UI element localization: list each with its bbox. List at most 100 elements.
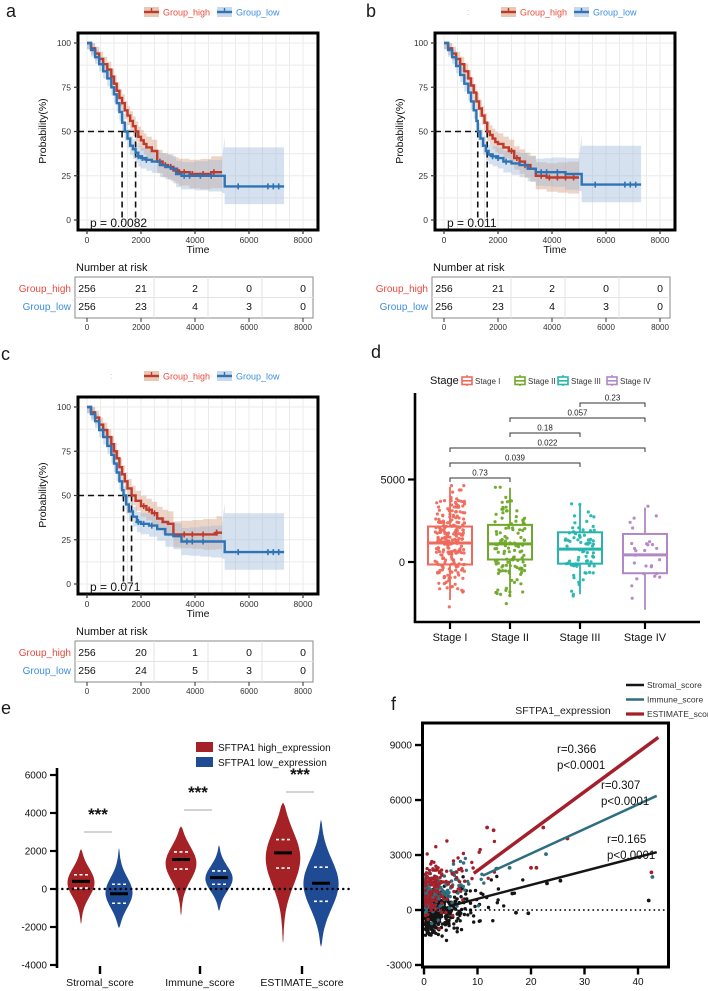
- km-pvalue-c: p = 0.071: [90, 580, 141, 594]
- svg-text:4: 4: [549, 301, 555, 313]
- svg-text::: :: [110, 371, 113, 381]
- svg-text:Stage I: Stage I: [433, 632, 468, 644]
- svg-text:SFTPA1 high_expression: SFTPA1 high_expression: [218, 743, 331, 754]
- svg-text:Group_low: Group_low: [236, 372, 280, 382]
- svg-text:Probability(%): Probability(%): [37, 462, 49, 527]
- svg-text:0: 0: [423, 215, 428, 225]
- svg-text:0: 0: [421, 977, 427, 988]
- svg-text:0: 0: [300, 647, 306, 659]
- svg-text:0: 0: [406, 906, 412, 917]
- svg-text:6000: 6000: [597, 323, 615, 332]
- svg-text:1: 1: [192, 647, 198, 659]
- box-panel-d: Stage Stage I Stage II Stage III Stage IV 0 50…: [381, 375, 700, 644]
- scatter-title: SFTPA1_expression: [515, 705, 611, 717]
- svg-text:-4000: -4000: [21, 961, 47, 972]
- svg-text:0: 0: [246, 647, 252, 659]
- svg-text:0.18: 0.18: [537, 424, 553, 433]
- svg-text:0: 0: [442, 235, 447, 245]
- svg-text:6000: 6000: [240, 235, 259, 245]
- svg-text:Stromal_score: Stromal_score: [647, 680, 702, 690]
- svg-text:ESTIMATE_score: ESTIMATE_score: [260, 977, 343, 989]
- svg-text:0.039: 0.039: [505, 454, 526, 463]
- svg-text:4000: 4000: [543, 235, 562, 245]
- km-pvalue-a: p = 0.0082: [90, 216, 147, 230]
- svg-text:23: 23: [492, 301, 504, 313]
- svg-text:0: 0: [66, 579, 71, 589]
- svg-text:3000: 3000: [390, 851, 413, 862]
- svg-text:0: 0: [300, 301, 306, 313]
- svg-text:256: 256: [435, 283, 453, 295]
- svg-text:Stage II: Stage II: [491, 632, 529, 644]
- svg-text:10: 10: [472, 977, 484, 988]
- svg-text:-2000: -2000: [21, 923, 47, 934]
- svg-text:Probability(%): Probability(%): [37, 98, 49, 163]
- km-pvalue-b: p = 0.011: [447, 216, 497, 230]
- svg-text:75: 75: [62, 446, 72, 456]
- svg-text:p<0.0001: p<0.0001: [601, 796, 649, 808]
- scatter-panel-f: SFTPA1_expression Stromal_score Immune_sco…: [386, 680, 708, 988]
- svg-text:256: 256: [78, 283, 96, 295]
- svg-text:Immune_score: Immune_score: [165, 977, 235, 989]
- svg-text:6000: 6000: [240, 323, 258, 332]
- svg-text:5000: 5000: [381, 475, 405, 487]
- svg-text:2: 2: [549, 283, 555, 295]
- svg-text:0: 0: [442, 323, 447, 332]
- svg-text:75: 75: [62, 82, 72, 92]
- svg-text:Group_high: Group_high: [19, 284, 71, 295]
- svg-text:20: 20: [135, 647, 147, 659]
- svg-text:Group_high: Group_high: [19, 648, 71, 659]
- svg-text:***: ***: [188, 783, 208, 802]
- svg-text:0.022: 0.022: [537, 439, 558, 448]
- svg-text:6000: 6000: [597, 235, 616, 245]
- svg-text:4000: 4000: [186, 323, 204, 332]
- svg-text:0: 0: [85, 687, 90, 696]
- svg-text:***: ***: [88, 805, 108, 824]
- svg-text:Stage IV: Stage IV: [624, 632, 667, 644]
- svg-text:6000: 6000: [25, 771, 48, 782]
- svg-text:Group_low: Group_low: [23, 666, 72, 677]
- svg-text:100: 100: [414, 38, 428, 48]
- svg-text:0: 0: [41, 885, 47, 896]
- svg-text:0.73: 0.73: [472, 469, 488, 478]
- svg-text:0: 0: [399, 557, 405, 569]
- svg-text:20: 20: [525, 977, 537, 988]
- svg-text:256: 256: [78, 665, 96, 677]
- svg-text:ESTIMATE_score: ESTIMATE_score: [647, 709, 708, 719]
- panel-label-e: e: [1, 698, 12, 718]
- corr-annotation-2: r=0.165 p<0.0001: [607, 834, 655, 862]
- svg-text:0.23: 0.23: [605, 394, 621, 403]
- risk-table-title-a: Number at risk: [76, 262, 148, 274]
- corr-annotation-0: r=0.366 p<0.0001: [557, 744, 605, 772]
- svg-text:8000: 8000: [294, 687, 312, 696]
- svg-text:100: 100: [57, 402, 71, 412]
- svg-text:9000: 9000: [390, 741, 413, 752]
- svg-text:Group_high: Group_high: [163, 8, 210, 18]
- svg-text:24: 24: [135, 665, 147, 677]
- svg-text:25: 25: [62, 171, 72, 181]
- svg-text:Time: Time: [187, 608, 210, 620]
- svg-text:3: 3: [603, 301, 609, 313]
- svg-text:8000: 8000: [651, 323, 669, 332]
- panel-label-a: a: [6, 1, 17, 21]
- svg-text:Group_low: Group_low: [380, 302, 429, 313]
- svg-text:Immune_score: Immune_score: [647, 695, 703, 705]
- svg-text:Group_low: Group_low: [593, 8, 637, 18]
- svg-text:100: 100: [57, 38, 71, 48]
- svg-text:Group_low: Group_low: [236, 8, 280, 18]
- svg-text:Group_high: Group_high: [520, 8, 567, 18]
- svg-text:6000: 6000: [390, 796, 413, 807]
- svg-text:0: 0: [300, 283, 306, 295]
- svg-text:2000: 2000: [489, 235, 508, 245]
- svg-text:21: 21: [135, 283, 147, 295]
- svg-text:4000: 4000: [186, 687, 204, 696]
- svg-text:8000: 8000: [294, 235, 313, 245]
- svg-text:0: 0: [85, 323, 90, 332]
- svg-text:SFTPA1 low_expression: SFTPA1 low_expression: [218, 758, 327, 769]
- svg-text:Group_low: Group_low: [23, 302, 72, 313]
- svg-text:50: 50: [419, 127, 429, 137]
- svg-text:4000: 4000: [543, 323, 561, 332]
- svg-text:0: 0: [246, 283, 252, 295]
